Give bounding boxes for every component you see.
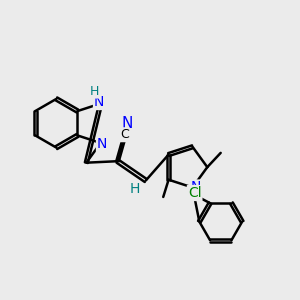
Text: C: C: [120, 128, 129, 141]
Text: Cl: Cl: [188, 186, 201, 200]
Text: N: N: [94, 95, 104, 109]
Text: H: H: [89, 85, 99, 98]
Text: N: N: [121, 116, 132, 131]
Text: H: H: [129, 182, 140, 196]
Text: N: N: [97, 137, 107, 152]
Text: N: N: [190, 181, 201, 194]
